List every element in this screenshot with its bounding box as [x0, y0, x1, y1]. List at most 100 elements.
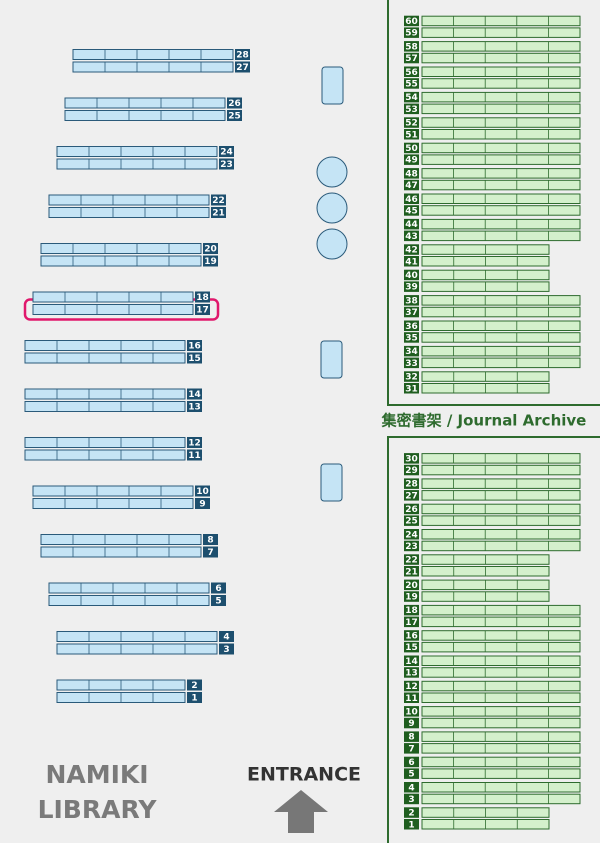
shelf [421, 768, 581, 779]
shelf-number-box [187, 692, 202, 703]
shelf-number-box [187, 449, 202, 461]
shelf [421, 782, 581, 793]
shelf-number-box [203, 546, 218, 558]
shelf-number: 26 [405, 505, 418, 515]
shelf [48, 582, 210, 594]
shelf-number-box [404, 667, 419, 678]
shelf-number: 3 [223, 645, 229, 655]
shelf [421, 357, 581, 369]
shelf [421, 616, 581, 628]
shelf-number-box [235, 61, 250, 73]
shelf-number: 31 [405, 384, 418, 394]
shelf-number-box [404, 371, 419, 382]
archive-label: 集密書架 / Journal Archive [381, 412, 587, 430]
shelf-number-box [404, 591, 419, 602]
shelf [421, 320, 581, 331]
shelf-number-box [195, 485, 210, 497]
shelf-number: 43 [405, 232, 418, 242]
shelf-number-box [404, 515, 419, 526]
shelf-number: 25 [228, 112, 241, 122]
shelf-number: 4 [223, 633, 229, 643]
shelf [421, 743, 581, 754]
shelf [421, 117, 581, 128]
shelf-number: 25 [405, 517, 418, 527]
shelf-number: 21 [405, 567, 418, 577]
shelf [421, 680, 581, 692]
shelf [64, 97, 226, 109]
shelf-number: 9 [199, 500, 205, 510]
shelf [32, 485, 194, 497]
shelf-number: 6 [408, 758, 414, 768]
shelf [32, 304, 194, 315]
shelf-number-box [187, 352, 202, 364]
shelf-number: 5 [215, 597, 221, 607]
shelf-number-box [404, 129, 419, 140]
shelf-number-box [404, 554, 419, 565]
shelf-number: 3 [408, 795, 414, 805]
shelf [421, 706, 581, 717]
shelf [421, 731, 581, 742]
shelf-number: 2 [408, 809, 414, 819]
shelf-number: 49 [405, 156, 418, 166]
shelf [421, 540, 581, 552]
shelf-number: 50 [405, 144, 418, 154]
shelf-number: 17 [196, 306, 209, 316]
shelf [421, 27, 581, 38]
shelf-number: 51 [405, 130, 418, 140]
shelf-number-box [404, 579, 419, 591]
shelf-number-box [195, 498, 210, 509]
shelf [56, 158, 218, 170]
shelf [421, 630, 581, 641]
shelf [421, 91, 581, 103]
shelf-number: 52 [405, 119, 418, 129]
shelf-number: 56 [405, 68, 418, 78]
shelf-number: 59 [405, 29, 418, 39]
shelf-number-box [404, 230, 419, 242]
shelf-number: 19 [405, 593, 418, 603]
shelf-number: 13 [405, 668, 418, 678]
shelf-number: 23 [220, 160, 233, 170]
shelf [421, 503, 581, 515]
shelf-number: 1 [191, 694, 197, 704]
shelf-number: 58 [405, 42, 418, 52]
shelf-number: 5 [408, 770, 414, 780]
shelf-number-box [404, 540, 419, 552]
table [320, 463, 343, 502]
shelf-number: 18 [196, 293, 209, 303]
shelf-number: 54 [405, 93, 418, 103]
shelf-number-box [187, 401, 202, 412]
shelf [421, 655, 581, 666]
shelf-number-box [404, 383, 419, 394]
shelf-number-box [404, 103, 419, 115]
shelf-number: 46 [405, 195, 418, 205]
shelf-number-box [404, 218, 419, 230]
shelf-number: 12 [188, 439, 201, 449]
round-table [316, 228, 348, 260]
round-table [316, 192, 348, 224]
shelf [421, 515, 581, 526]
entrance-arrow [274, 790, 328, 833]
shelf-number: 45 [405, 206, 418, 216]
shelf-number: 28 [405, 480, 418, 490]
shelf-number-box [404, 490, 419, 501]
shelf-number-box [404, 453, 419, 464]
shelf-number: 23 [405, 542, 418, 552]
shelf-number: 7 [408, 744, 414, 754]
shelf [421, 717, 581, 729]
shelf-number: 11 [405, 694, 418, 704]
shelf-number: 20 [204, 245, 217, 255]
shelf-number: 8 [207, 536, 213, 546]
shelf [421, 142, 581, 154]
shelf [421, 230, 581, 242]
shelf-number: 1 [408, 820, 414, 830]
shelf-number: 16 [188, 342, 201, 352]
shelf-number: 53 [405, 105, 418, 115]
shelf-number-box [404, 295, 419, 306]
shelf-number-box [404, 41, 419, 52]
shelf-number: 8 [408, 733, 414, 743]
shelf-number-box [404, 66, 419, 77]
shelf-number-box [219, 643, 234, 655]
shelf-number-box [404, 655, 419, 666]
shelf-number: 16 [405, 631, 418, 641]
